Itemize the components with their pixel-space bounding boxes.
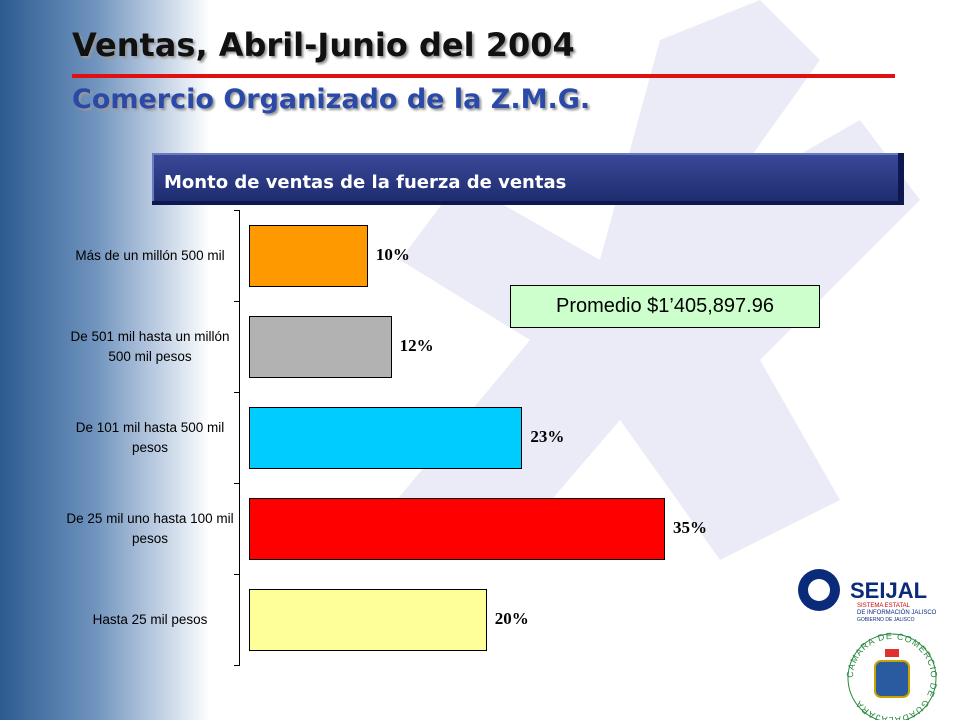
- logos: SEIJAL SISTEMA ESTATAL DE INFORMACIÓN JA…: [798, 569, 938, 720]
- category-label: Hasta 25 mil pesos: [92, 611, 208, 627]
- category-label: De 501 mil hasta un millón 500 mil pesos: [70, 328, 230, 364]
- camara-shield: [874, 660, 910, 698]
- bar: [249, 588, 487, 651]
- bar: [249, 406, 523, 469]
- value-label: 20%: [494, 608, 529, 628]
- value-label: 12%: [399, 335, 434, 355]
- title: Ventas, Abril-Junio del 2004: [72, 26, 575, 64]
- axis-tick: [234, 483, 240, 484]
- axis-tick: [234, 665, 240, 666]
- value-label: 10%: [375, 244, 410, 264]
- seijal-line: GOBIERNO DE JALISCO: [857, 617, 915, 623]
- category-label: Más de un millón 500 mil: [75, 247, 225, 263]
- bar: [249, 315, 392, 378]
- subtitle: Comercio Organizado de la Z.M.G.: [72, 84, 591, 115]
- bar: [249, 224, 368, 287]
- value-label: 35%: [673, 517, 707, 537]
- chart-header-text: Monto de ventas de la fuerza de ventas: [164, 172, 567, 193]
- value-label: 23%: [530, 426, 565, 446]
- seijal-icon-center: [808, 579, 830, 601]
- side-gradient: [0, 0, 210, 720]
- category-axis: [239, 210, 240, 665]
- category-label: De 101 mil hasta 500 mil pesos: [75, 419, 225, 455]
- seijal-line: SISTEMA ESTATAL: [857, 603, 911, 609]
- category-label: De 25 mil uno hasta 100 mil pesos: [66, 510, 234, 546]
- seijal-line: DE INFORMACIÓN JALISCO: [857, 609, 937, 616]
- bar: [249, 497, 665, 560]
- chart-header: Monto de ventas de la fuerza de ventas: [152, 153, 904, 205]
- camara-flag: [885, 649, 899, 657]
- axis-tick: [234, 392, 240, 393]
- seijal-name: SEIJAL: [850, 578, 927, 603]
- axis-tick: [234, 574, 240, 575]
- camara-ring: [847, 633, 937, 720]
- title-rule: [72, 74, 895, 78]
- axis-tick: [234, 301, 240, 302]
- annotation: Promedio $1’405,897.96: [510, 285, 820, 328]
- axis-tick: [234, 210, 240, 211]
